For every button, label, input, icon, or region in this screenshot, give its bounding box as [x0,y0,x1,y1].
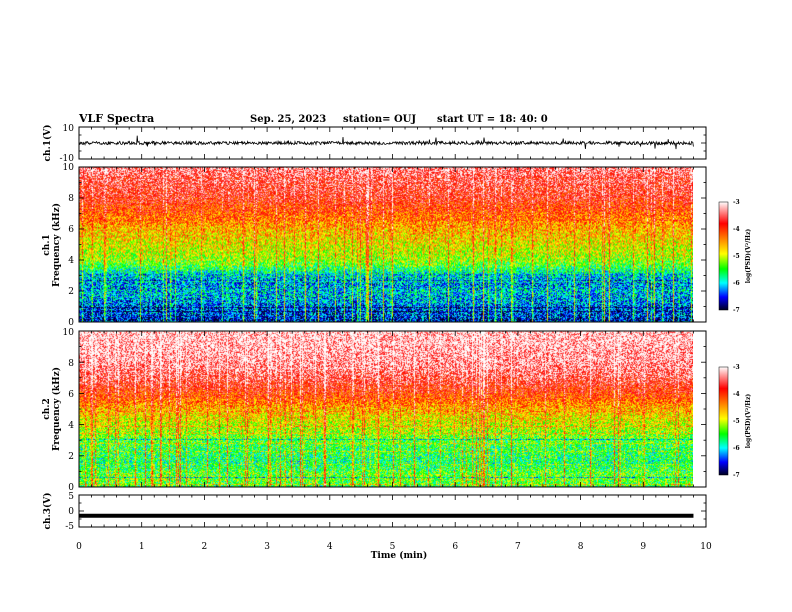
ch1-spectrogram-panel: 0 2 4 6 8 10 ch.1 Frequency (kHz) [42,163,707,328]
station-label: station= OUJ [343,114,416,125]
ch1-spec-ytick-0: 0 [68,318,74,328]
ch1-waveform-line [78,135,694,150]
x-axis: 0 1 2 3 4 5 6 7 8 9 10 Time (min) [76,542,712,561]
xtick-5: 5 [390,542,396,552]
ch2-spectrogram-ylabel-channel: ch.2 [42,398,52,419]
ch3-ytick-0: 0 [68,507,74,517]
ch1-spec-ytick-10: 10 [63,163,75,173]
ch1-spectrogram-yticks: 0 2 4 6 8 10 [63,163,75,328]
ch2-spectrogram-yticks: 0 2 4 6 8 10 [63,328,75,493]
ch2-colorbar-label: log(PSD)(V²/Hz) [745,394,752,449]
ch1-spectrogram-image [79,167,693,322]
ch1-spec-ytick-6: 6 [68,225,74,235]
axis-tick-marks [78,126,707,528]
xtick-9: 9 [640,542,646,552]
ch2-cb-tick-neg6: -6 [733,445,740,452]
figure-header: VLF Spectra Sep. 25, 2023 station= OUJ s… [78,112,548,125]
ch1-colorbar-label: log(PSD)(V²/Hz) [745,229,752,284]
ch1-colorbar-gradient [718,201,729,311]
ch1-spec-ytick-8: 8 [68,194,74,204]
xtick-10: 10 [700,542,712,552]
start-time-label: start UT = 18: 40: 0 [437,114,548,125]
ch1-cb-tick-neg5: -5 [733,253,740,260]
x-axis-label: Time (min) [371,550,428,561]
ch1-cb-tick-neg4: -4 [733,226,740,233]
ch2-spec-ytick-10: 10 [63,328,75,338]
ch2-spectrogram-ylabel-frequency: Frequency (kHz) [51,367,62,451]
xtick-1: 1 [139,542,145,552]
ch2-cb-tick-neg7: -7 [733,472,740,479]
ch1-colorbar: -3 -4 -5 -6 -7 log(PSD)(V²/Hz) [718,199,752,314]
ch3-ytick-neg5: -5 [65,522,74,532]
ch2-spectrogram-image [79,331,693,487]
ch2-spec-ytick-2: 2 [68,452,74,462]
xtick-4: 4 [327,542,333,552]
ch1-waveform-ylabel: ch.1(V) [42,125,53,162]
date-label: Sep. 25, 2023 [250,114,326,125]
xtick-8: 8 [578,542,584,552]
ch1-spectrogram-ylabel-channel: ch.1 [42,234,52,255]
xtick-2: 2 [202,542,208,552]
ch1-spec-ytick-2: 2 [68,287,74,297]
ch2-colorbar-gradient [718,366,729,476]
ch2-spec-ytick-6: 6 [68,390,74,400]
ch3-waveform-plot-area [79,495,706,527]
ch2-cb-tick-neg4: -4 [733,391,740,398]
xtick-3: 3 [264,542,270,552]
ch1-cb-tick-neg3: -3 [733,199,740,206]
ch2-cb-tick-neg3: -3 [733,364,740,371]
ch2-spec-ytick-8: 8 [68,359,74,369]
ch2-spectrogram-panel: 0 2 4 6 8 10 ch.2 Frequency (kHz) [42,328,707,493]
ch2-colorbar: -3 -4 -5 -6 -7 log(PSD)(V²/Hz) [718,364,752,479]
xtick-6: 6 [452,542,458,552]
xtick-0: 0 [76,542,82,552]
ch1-ytick-top: 10 [63,124,75,134]
ch1-ytick-bottom: -10 [60,154,75,164]
ch2-spec-ytick-0: 0 [68,483,74,493]
ch3-ytick-5: 5 [68,492,74,502]
ch3-waveform-ylabel: ch.3(V) [42,493,53,530]
ch2-spec-ytick-4: 4 [68,421,74,431]
ch1-spectrogram-ylabel-frequency: Frequency (kHz) [51,203,62,287]
figure-title: VLF Spectra [78,112,154,125]
xtick-7: 7 [515,542,521,552]
ch1-spec-ytick-4: 4 [68,256,74,266]
ch2-cb-tick-neg5: -5 [733,418,740,425]
ch1-cb-tick-neg7: -7 [733,307,740,314]
ch1-cb-tick-neg6: -6 [733,280,740,287]
